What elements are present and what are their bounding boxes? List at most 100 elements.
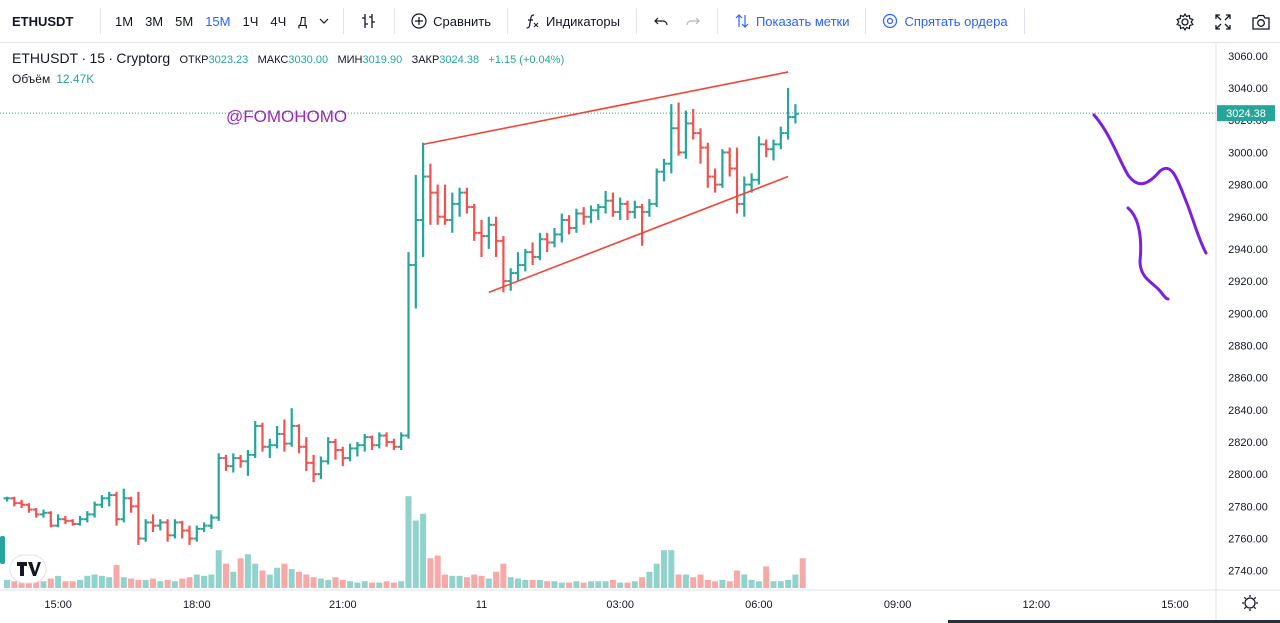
ohlc-bar (47, 511, 55, 528)
snapshot-button[interactable] (1242, 0, 1280, 43)
fullscreen-button[interactable] (1204, 0, 1242, 43)
toolbar-divider (716, 8, 718, 34)
volume-bar (18, 581, 25, 588)
time-axis[interactable]: 15:00 18:00 21:00 11 03:00 06:00 09:00 12:00 15:… (44, 599, 1188, 611)
price-tick-label: 2960.00 (1228, 212, 1268, 224)
indicators-label: Индикаторы (546, 13, 620, 29)
last-price-label: 3024.38 (1217, 105, 1275, 122)
price-tick-label: 2880.00 (1228, 340, 1268, 352)
interval-1m[interactable]: 1М (115, 13, 134, 29)
volume-bar (288, 569, 295, 588)
ohlc-bar (426, 163, 434, 225)
symbol-search-button[interactable]: ETHUSDT (12, 13, 74, 29)
ohlc-bar (536, 232, 544, 261)
volume-bar (128, 578, 135, 588)
price-tick-label: 2760.00 (1228, 534, 1268, 546)
ohlc-bar (762, 139, 770, 158)
volume-bar (339, 579, 346, 588)
legend-close-value: 3024.38 (439, 54, 480, 66)
toolbar-divider (507, 8, 509, 34)
ohlc-bar (507, 268, 515, 291)
interval-3m[interactable]: 3М (145, 13, 164, 29)
ohlc-bar (551, 228, 558, 248)
redo-button[interactable] (677, 0, 709, 43)
freehand-drawing-1[interactable] (1092, 113, 1208, 255)
volume-bar (420, 513, 427, 588)
interval-4h[interactable]: 4Ч (270, 13, 287, 29)
volume-bar (493, 571, 500, 588)
bottom-scrollbar[interactable] (948, 620, 1280, 623)
ohlc-bar (302, 437, 310, 471)
ohlc-bar (368, 435, 376, 451)
chart-legend: ETHUSDT · 15 · Cryptorg ОТКР3023.23 МАКС… (12, 50, 564, 68)
volume-bar (11, 581, 18, 588)
ohlc-bar (740, 176, 748, 217)
interval-15m[interactable]: 15М (205, 13, 231, 29)
price-axis[interactable]: 2740.00 2760.00 2780.00 2800.00 2820.00 2840.… (1228, 51, 1268, 578)
bar-style-button[interactable] (352, 0, 386, 43)
volume-bar (201, 575, 208, 588)
price-chart[interactable]: 2740.00 2760.00 2780.00 2800.00 2820.00 2840.… (0, 43, 1280, 623)
ohlc-bar (594, 203, 602, 220)
ohlc-bar (295, 424, 303, 454)
hide-orders-button[interactable]: Спрятать ордера (874, 0, 1015, 43)
interval-1h[interactable]: 1Ч (242, 13, 259, 29)
time-axis-settings-button[interactable] (1242, 595, 1258, 611)
freehand-drawings-layer[interactable] (1092, 113, 1208, 301)
legend-separator: · (81, 50, 87, 66)
volume-bar (558, 582, 565, 588)
volume-bar (661, 550, 667, 588)
trend-line[interactable] (422, 71, 789, 146)
gear-icon (1176, 12, 1194, 31)
ohlc-bar (156, 519, 164, 531)
volume-bar (237, 558, 244, 588)
interval-dropdown-button[interactable] (313, 0, 335, 43)
volume-bar (325, 579, 332, 588)
show-marks-button[interactable]: Показать метки (726, 0, 858, 43)
ohlc-bar (54, 514, 62, 528)
volume-bar (449, 575, 456, 588)
volume-bar (405, 496, 412, 588)
ohlc-bar (748, 173, 756, 193)
volume-bar (639, 577, 646, 588)
volume-bar (726, 581, 733, 588)
volume-bar (529, 579, 536, 588)
ohlc-bar (134, 491, 142, 545)
volume-bar (609, 579, 616, 588)
volume-bar (296, 571, 302, 588)
volume-bar (485, 578, 492, 588)
tradingview-logo[interactable] (9, 554, 47, 584)
volume-bar (369, 582, 375, 588)
ohlc-bar (346, 443, 354, 462)
ohlc-bar (587, 205, 595, 224)
undo-button[interactable] (645, 0, 677, 43)
compare-button[interactable]: Сравнить (403, 0, 499, 43)
settings-button[interactable] (1166, 0, 1204, 43)
ohlc-bar (682, 110, 690, 159)
interval-5m[interactable]: 5М (175, 13, 194, 29)
volume-bar (792, 574, 799, 588)
ohlc-bar (273, 425, 281, 449)
volume-bar (427, 558, 434, 588)
indicators-button[interactable]: Индикаторы (516, 0, 628, 43)
volume-bar (653, 563, 660, 588)
volume-bar (120, 577, 127, 588)
trend-lines-layer[interactable] (422, 71, 789, 294)
volume-bar (40, 581, 47, 588)
ohlc-bar (127, 496, 135, 513)
volume-bar (544, 581, 551, 588)
freehand-drawing-2[interactable] (1126, 206, 1170, 301)
volume-bar (617, 582, 624, 588)
trend-line[interactable] (488, 175, 789, 294)
volume-bar (84, 575, 91, 588)
ohlc-bar (529, 242, 537, 266)
toolbar-divider (635, 8, 637, 34)
ohlc-bar (61, 515, 69, 525)
interval-1d[interactable]: Д (298, 13, 308, 29)
legend-open-label: ОТКР (179, 54, 209, 66)
ohlc-bars-layer (3, 88, 799, 545)
undo-icon (654, 17, 668, 26)
ohlc-bar (704, 142, 712, 188)
ohlc-bar (448, 192, 456, 233)
volume-bar (186, 577, 193, 588)
